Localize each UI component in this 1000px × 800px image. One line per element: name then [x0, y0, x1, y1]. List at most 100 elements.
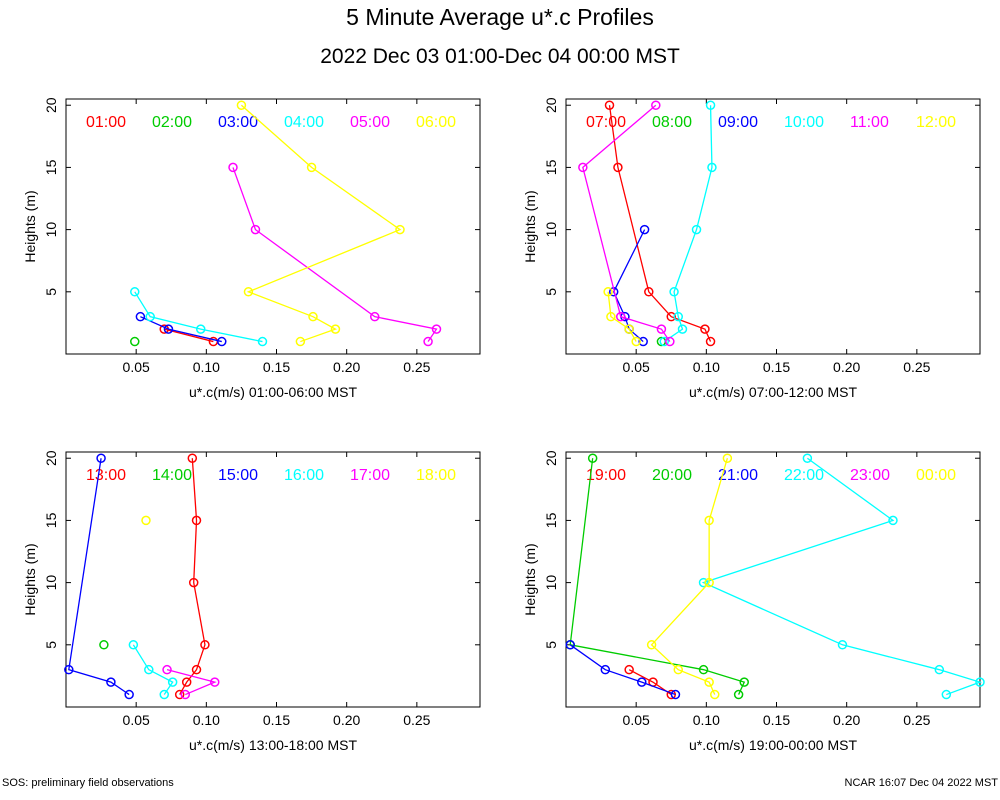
series-1000 — [659, 100, 717, 347]
series-1100 — [578, 100, 675, 347]
legend-entry: 15:00 — [218, 467, 258, 484]
data-point — [306, 162, 317, 173]
data-point — [141, 515, 151, 526]
series-0100 — [159, 324, 219, 347]
legend-entry: 05:00 — [350, 114, 390, 131]
x-tick-label: 0.10 — [193, 712, 220, 728]
data-point — [638, 336, 648, 347]
data-point — [698, 664, 709, 675]
data-point — [677, 324, 688, 334]
data-point — [217, 336, 227, 347]
data-point — [135, 311, 146, 322]
data-point — [159, 689, 169, 700]
data-point — [707, 162, 717, 173]
series-line — [608, 105, 712, 342]
data-point — [162, 664, 172, 675]
x-axis-label: u*.c(m/s) 19:00-00:00 MST — [689, 737, 858, 753]
series-1400 — [99, 640, 109, 650]
x-tick-label: 0.05 — [123, 359, 150, 375]
legend-entry: 16:00 — [284, 467, 324, 484]
legend-entry: 08:00 — [652, 114, 692, 131]
data-point — [395, 224, 405, 235]
data-point — [565, 640, 575, 650]
legend-entry: 18:00 — [416, 467, 456, 484]
data-point — [704, 515, 714, 526]
series-0400 — [130, 287, 268, 347]
data-point — [666, 311, 677, 322]
data-point — [128, 640, 139, 650]
data-point — [64, 664, 74, 675]
y-axis-label: Heights (m) — [522, 190, 538, 262]
chart-panel-3: 0.05 0.10 0.15 0.20 0.25 5 10 15 20 u*.c(m/s) 13:… — [22, 450, 481, 753]
series-1200 — [603, 287, 641, 347]
data-point — [691, 224, 702, 235]
series-0700 — [604, 100, 716, 347]
x-tick-label: 0.10 — [693, 712, 720, 728]
data-point — [431, 324, 442, 334]
data-point — [604, 100, 615, 110]
series-line — [232, 167, 438, 342]
data-point — [659, 336, 669, 347]
x-axis-label: u*.c(m/s) 07:00-12:00 MST — [689, 384, 858, 400]
y-axis-label: Heights (m) — [522, 543, 538, 615]
data-point — [603, 287, 613, 297]
legend-entry: 14:00 — [152, 467, 192, 484]
data-point — [698, 577, 709, 588]
data-point — [188, 577, 199, 588]
plot-frame — [65, 98, 481, 355]
data-point — [236, 100, 247, 110]
x-tick-label: 0.05 — [623, 359, 650, 375]
series-line — [134, 291, 263, 343]
series-2100 — [565, 640, 681, 700]
legend-entry: 21:00 — [718, 467, 758, 484]
data-point — [423, 336, 433, 347]
y-axis-label: Heights (m) — [22, 190, 38, 262]
y-tick-label: 5 — [543, 641, 559, 649]
data-point — [210, 677, 220, 687]
series-line — [240, 104, 402, 343]
x-tick-label: 0.25 — [903, 712, 930, 728]
legend-entry: 01:00 — [86, 114, 126, 131]
legend-entry: 07:00 — [586, 114, 626, 131]
y-tick-label: 15 — [43, 159, 59, 175]
legend-entry: 22:00 — [784, 467, 824, 484]
x-tick-label: 0.15 — [263, 359, 290, 375]
legend-entry: 11:00 — [850, 114, 889, 131]
series-line — [166, 669, 217, 696]
x-tick-label: 0.05 — [123, 712, 150, 728]
data-point — [837, 640, 848, 650]
legend-entry: 20:00 — [652, 467, 692, 484]
data-point — [669, 287, 679, 297]
series-1600 — [128, 640, 178, 700]
y-tick-label: 10 — [543, 222, 559, 238]
legend-entry: 00:00 — [916, 467, 956, 484]
y-tick-label: 20 — [543, 97, 559, 113]
y-axis-label: Heights (m) — [22, 543, 38, 615]
data-point — [934, 664, 945, 675]
data-point — [639, 224, 650, 235]
data-point — [670, 689, 681, 700]
data-point — [606, 311, 616, 322]
data-point — [700, 324, 710, 334]
legend-entry: 04:00 — [284, 114, 324, 131]
x-tick-label: 0.25 — [403, 712, 430, 728]
data-point — [615, 311, 626, 322]
data-point — [704, 577, 714, 588]
y-tick-label: 15 — [543, 512, 559, 528]
plot-frame — [565, 98, 981, 355]
data-point — [624, 664, 634, 675]
data-point — [646, 640, 657, 650]
y-tick-label: 15 — [43, 512, 59, 528]
data-point — [631, 336, 641, 347]
y-tick-label: 10 — [43, 222, 59, 238]
data-point — [975, 677, 985, 687]
data-point — [96, 453, 106, 463]
y-tick-label: 10 — [543, 575, 559, 591]
x-tick-label: 0.20 — [833, 359, 860, 375]
y-tick-label: 20 — [543, 450, 559, 466]
chart-panel-1: 0.05 0.10 0.15 0.20 0.25 5 10 15 20 u*.c(m/s) 01:… — [22, 97, 481, 400]
series-line — [607, 291, 637, 342]
data-point — [145, 311, 155, 322]
data-point — [191, 664, 202, 675]
